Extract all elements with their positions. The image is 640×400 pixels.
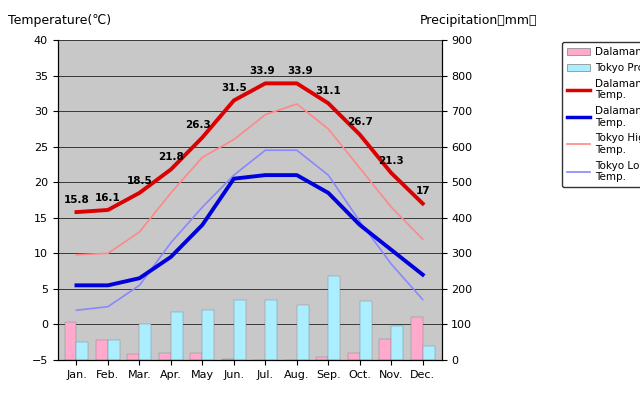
Text: 21.3: 21.3 bbox=[378, 156, 404, 166]
Bar bbox=[360, 301, 372, 360]
Bar bbox=[297, 305, 308, 360]
Text: 31.5: 31.5 bbox=[221, 83, 247, 93]
Text: Temperature(℃): Temperature(℃) bbox=[8, 14, 111, 27]
Bar bbox=[159, 353, 171, 360]
Text: Precipitation（mm）: Precipitation（mm） bbox=[420, 14, 538, 27]
Bar bbox=[234, 300, 246, 360]
Text: 18.5: 18.5 bbox=[127, 176, 152, 186]
Bar bbox=[108, 340, 120, 360]
Bar bbox=[348, 353, 360, 360]
Bar bbox=[96, 340, 108, 360]
Bar bbox=[328, 276, 340, 360]
Bar bbox=[65, 322, 77, 360]
Bar bbox=[202, 310, 214, 360]
Text: 26.3: 26.3 bbox=[185, 120, 211, 130]
Text: 33.9: 33.9 bbox=[250, 66, 275, 76]
Text: 21.8: 21.8 bbox=[158, 152, 184, 162]
Text: 31.1: 31.1 bbox=[316, 86, 341, 96]
Bar bbox=[127, 354, 140, 360]
Legend: Dalaman Prcp., Tokyo Prcp., Dalaman High
Temp., Dalaman Low
Temp., Tokyo High
Te: Dalaman Prcp., Tokyo Prcp., Dalaman High… bbox=[562, 42, 640, 188]
Bar bbox=[411, 317, 422, 360]
Bar bbox=[222, 359, 234, 360]
Text: 26.7: 26.7 bbox=[347, 117, 372, 127]
Bar bbox=[422, 346, 435, 360]
Text: 33.9: 33.9 bbox=[287, 66, 313, 76]
Text: 15.8: 15.8 bbox=[63, 195, 90, 205]
Bar bbox=[140, 324, 152, 360]
Text: 17: 17 bbox=[415, 186, 430, 196]
Bar bbox=[316, 357, 328, 360]
Bar bbox=[77, 342, 88, 360]
Bar bbox=[266, 300, 277, 360]
Bar bbox=[391, 326, 403, 360]
Text: 16.1: 16.1 bbox=[95, 193, 121, 203]
Bar bbox=[380, 339, 391, 360]
Bar bbox=[171, 312, 183, 360]
Bar bbox=[191, 353, 202, 360]
